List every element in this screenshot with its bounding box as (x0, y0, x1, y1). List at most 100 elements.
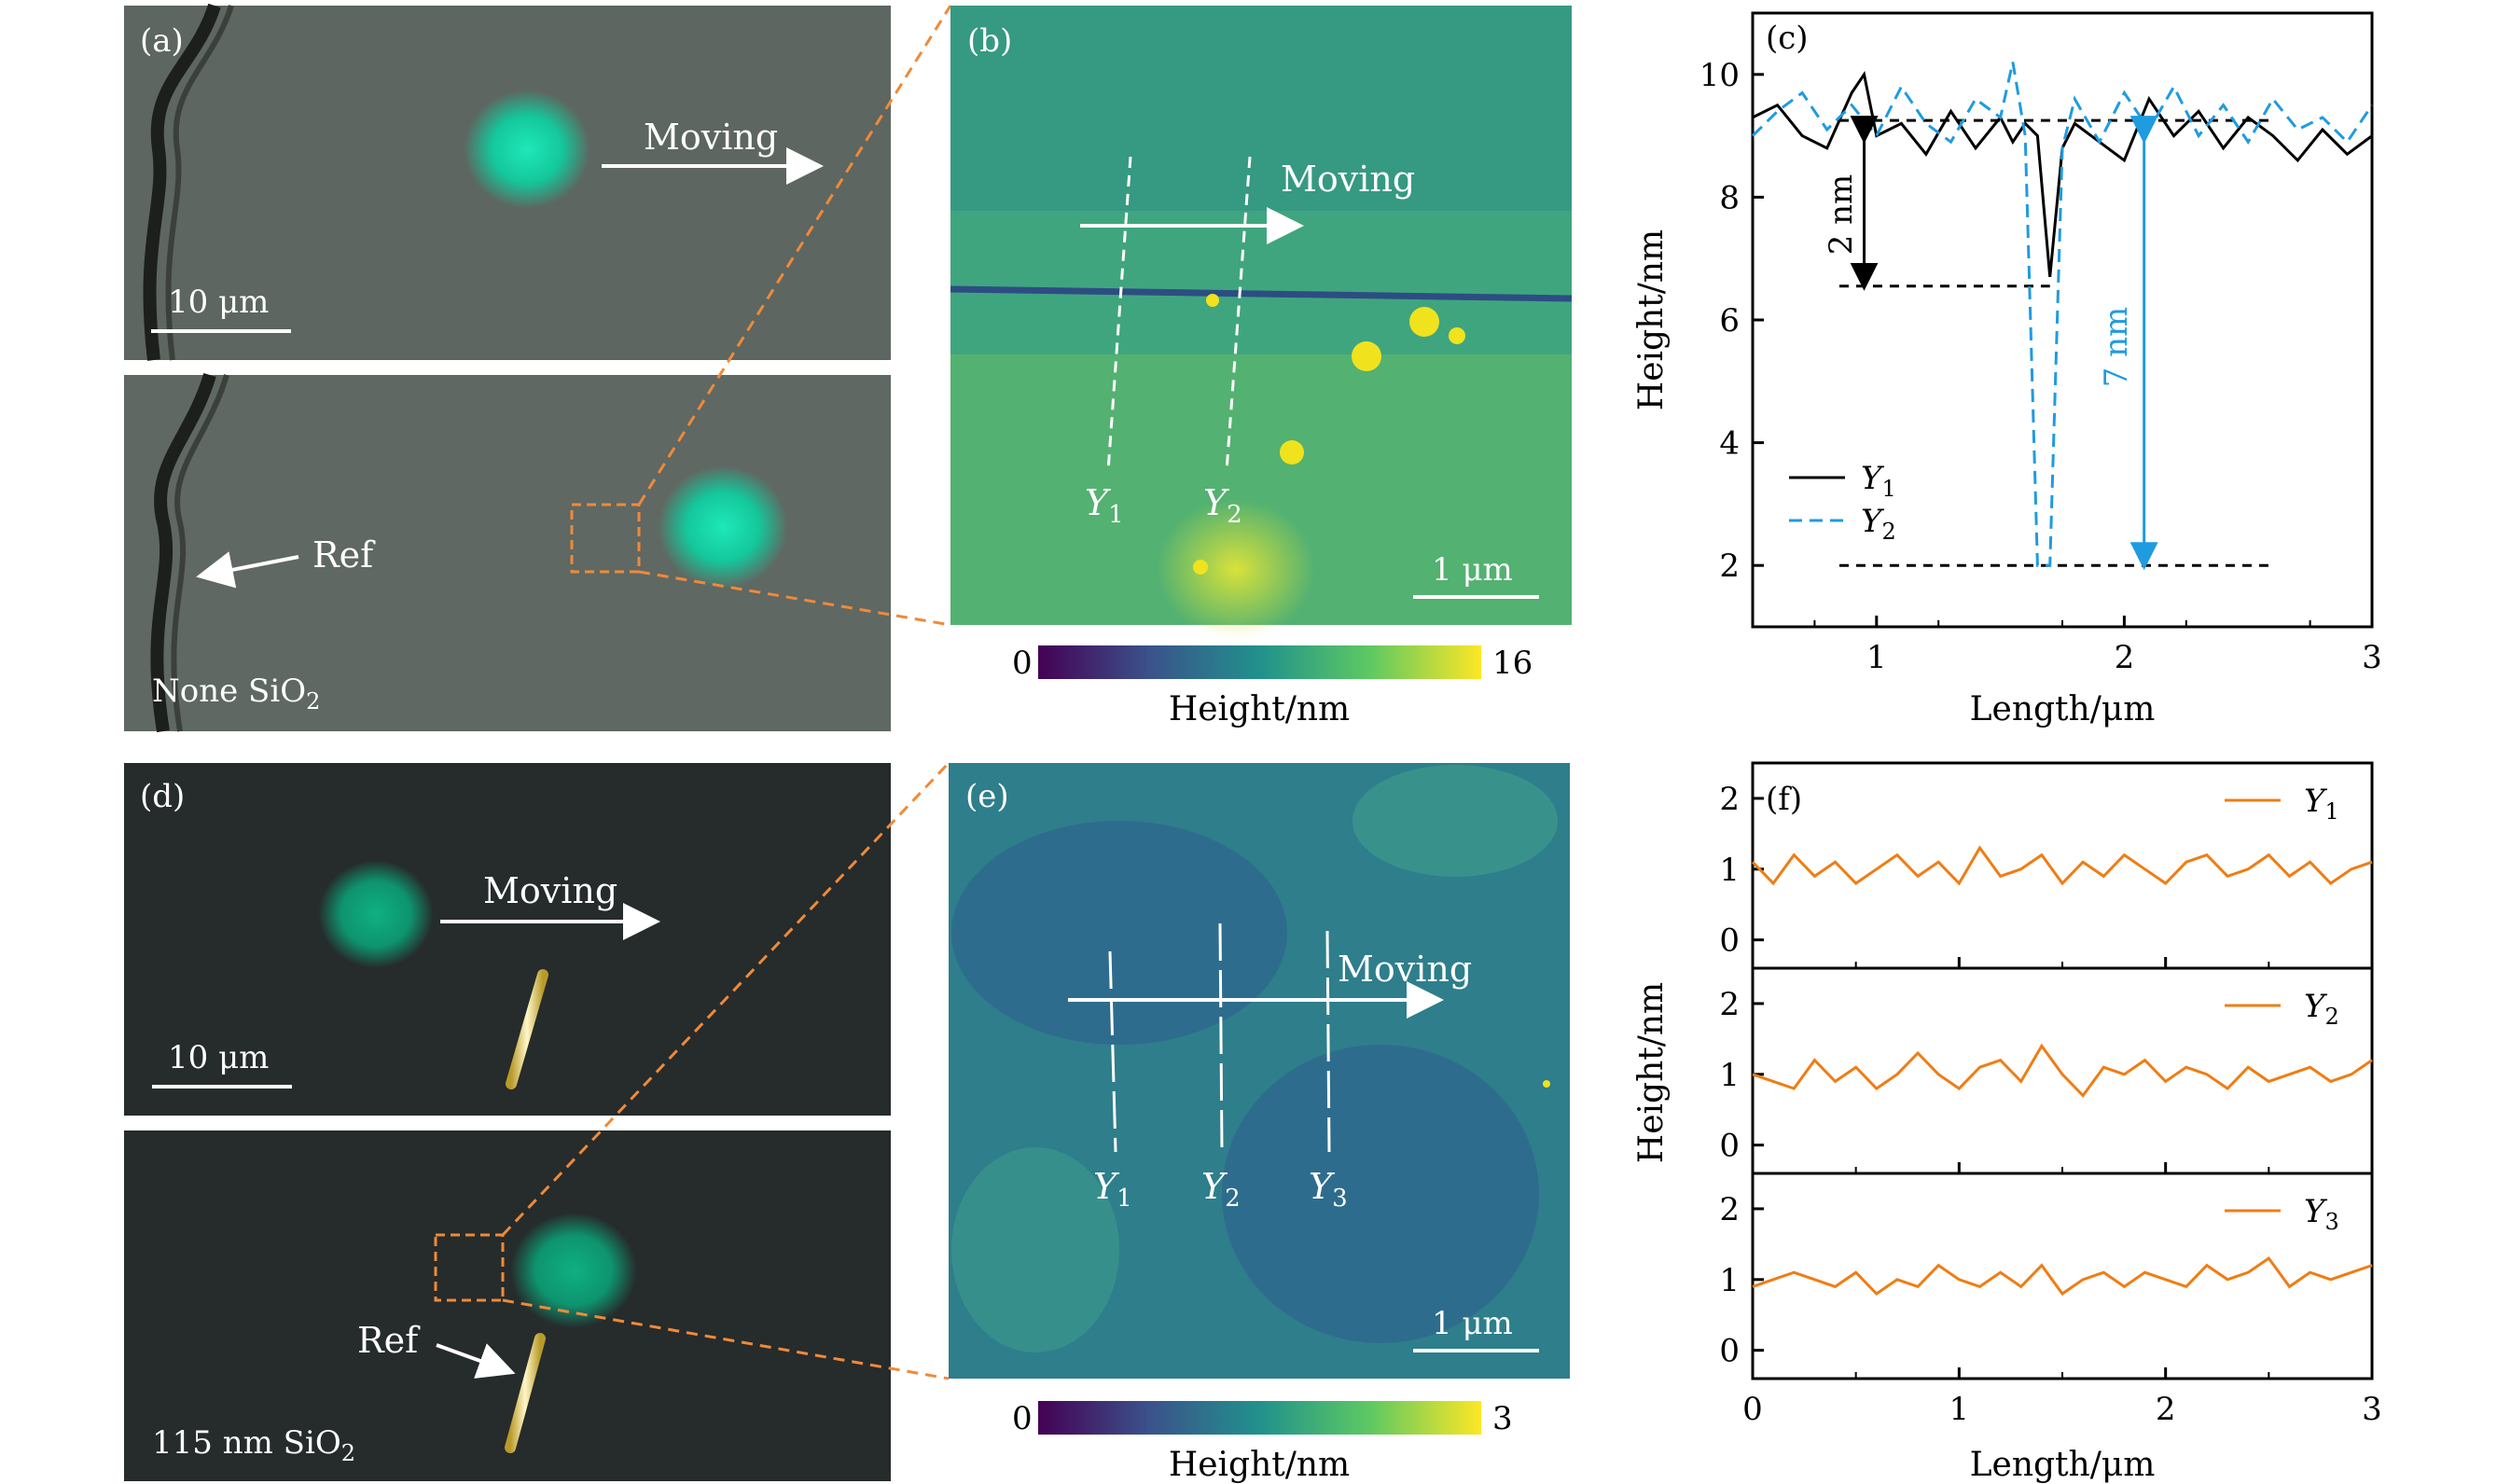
panel-label-b: (b) (967, 22, 1012, 60)
subplot-y3: 0 1 2 Y3 0 1 2 3 (1719, 1172, 2382, 1428)
zoom-guide-line (637, 5, 952, 506)
particle (1193, 560, 1208, 575)
optical-image-d (124, 763, 891, 1116)
axis-ticks: 1 2 3 2 4 6 8 10 (1699, 57, 2382, 676)
y-tick-label: 1 (1719, 852, 1740, 889)
plot-frame (1751, 1172, 2374, 1380)
series-line-y2 (1751, 62, 2374, 567)
y-tick-label: 8 (1719, 179, 1740, 216)
substrate-label: None SiO2 (152, 673, 320, 714)
x-tick-label: 1 (1949, 1391, 1970, 1428)
panel-d-bottom: Ref 115 nm SiO2 (124, 1130, 891, 1481)
cut-line (1325, 930, 1331, 1153)
y-tick-label: 10 (1699, 57, 1740, 94)
y-tick-label: 6 (1719, 302, 1740, 340)
colorbar-title: Height/nm (1169, 690, 1350, 728)
zoom-guide-line (501, 761, 950, 1237)
zoom-guide-line (638, 570, 951, 627)
fluorescent-spot (658, 465, 788, 589)
ref-label: Ref (312, 534, 376, 576)
cut-line (1218, 922, 1224, 1153)
colorbar-title: Height/nm (1169, 1446, 1350, 1484)
y-tick-label: 0 (1719, 1333, 1740, 1370)
x-tick-label: 3 (2362, 639, 2382, 676)
x-tick-label: 2 (2115, 639, 2135, 676)
y-tick-label: 1 (1719, 1057, 1740, 1094)
panel-label-d: (d) (140, 778, 185, 815)
crack-edge (165, 5, 234, 361)
moving-label: Moving (1281, 159, 1415, 200)
scale-bar-label: 1 μm (1432, 551, 1513, 589)
panel-label-e: (e) (965, 778, 1009, 815)
series-line-y2 (1752, 1043, 2373, 1098)
x-tick-label: 1 (1866, 639, 1887, 676)
panel-a-top: Moving (a) 10 μm (124, 3, 891, 361)
colorbar-min: 0 (1012, 645, 1033, 682)
x-axis-title: Length/μm (1970, 1446, 2156, 1484)
particle (1409, 307, 1439, 337)
panel-label-a: (a) (140, 22, 184, 60)
y-tick-label: 0 (1719, 922, 1740, 960)
legend-label: Y3 (2304, 1193, 2339, 1235)
y-tick-label: 4 (1719, 425, 1740, 463)
cut-label: Y2 (1203, 482, 1242, 529)
panel-label-c: (c) (1766, 20, 1809, 57)
x-tick-label: 2 (2156, 1391, 2176, 1428)
y-axis-title: Height/nm (1632, 982, 1671, 1163)
y-tick-label: 2 (1719, 548, 1740, 585)
crack-feature (143, 3, 221, 361)
ref-label: Ref (357, 1320, 421, 1361)
colorbar-min: 0 (1012, 1400, 1033, 1437)
plot-frame (1751, 966, 2374, 1175)
particle (1449, 327, 1465, 344)
highlight-box (570, 503, 641, 574)
series-line-y3 (1752, 1255, 2373, 1297)
subplots: 0 1 2 Y1 0 1 2 Y2 0 1 2 Y3 0 1 2 3 (1719, 761, 2382, 1428)
ref-arrow (196, 551, 299, 589)
highlight-box (434, 1233, 505, 1302)
cut-label: Y3 (1309, 1166, 1348, 1213)
particle (1280, 440, 1304, 465)
y-tick-label: 2 (1719, 1191, 1740, 1228)
legend-label: Y2 (1861, 503, 1896, 545)
panel-a-bottom: Ref None SiO2 (124, 373, 891, 733)
cut-label: Y1 (1093, 1166, 1132, 1213)
y-axis-title: Height/nm (1632, 229, 1671, 410)
legend-label: Y1 (2304, 783, 2339, 825)
annotation-2nm: 2 nm (1823, 174, 1860, 256)
reference-rod (506, 969, 548, 1089)
panel-e: Moving Y1 Y2 Y3 (e) 1 μm (949, 763, 1570, 1379)
x-axis-title: Length/μm (1970, 690, 2156, 728)
moving-label: Moving (644, 117, 778, 158)
colorbar-gradient (1038, 1401, 1481, 1435)
colorbar-max: 3 (1492, 1400, 1513, 1437)
scale-bar-label: 10 μm (168, 1039, 269, 1076)
x-tick-label: 3 (2362, 1391, 2382, 1428)
colorbar-b: 0 16 Height/nm (1012, 645, 1533, 728)
legend-label: Y1 (1861, 460, 1896, 502)
series-line-y1 (1751, 845, 2373, 886)
afm-shade (951, 821, 1287, 1045)
annotation-7nm: 7 nm (2098, 307, 2135, 388)
moving-label: Moving (483, 870, 617, 911)
scale-bar-label: 10 μm (168, 284, 269, 321)
colorbar-max: 16 (1492, 645, 1533, 682)
fluorescent-spot (510, 1213, 637, 1328)
cut-label: Y1 (1085, 482, 1124, 529)
optical-image-d2 (124, 1130, 891, 1481)
cut-line (1106, 156, 1132, 472)
cut-line (1108, 950, 1117, 1153)
subplot-y1: 0 1 2 Y1 (1719, 761, 2374, 970)
y-tick-label: 0 (1719, 1128, 1740, 1165)
afm-shade (1222, 1045, 1539, 1343)
particle (1206, 294, 1219, 307)
subplot-y2: 0 1 2 Y2 (1719, 966, 2374, 1175)
scale-bar-label: 1 μm (1432, 1305, 1513, 1342)
panel-d-top: Moving (d) 10 μm (124, 763, 891, 1116)
moving-label: Moving (1338, 949, 1472, 990)
afm-shade (1353, 765, 1558, 877)
crack-edge (171, 374, 229, 732)
